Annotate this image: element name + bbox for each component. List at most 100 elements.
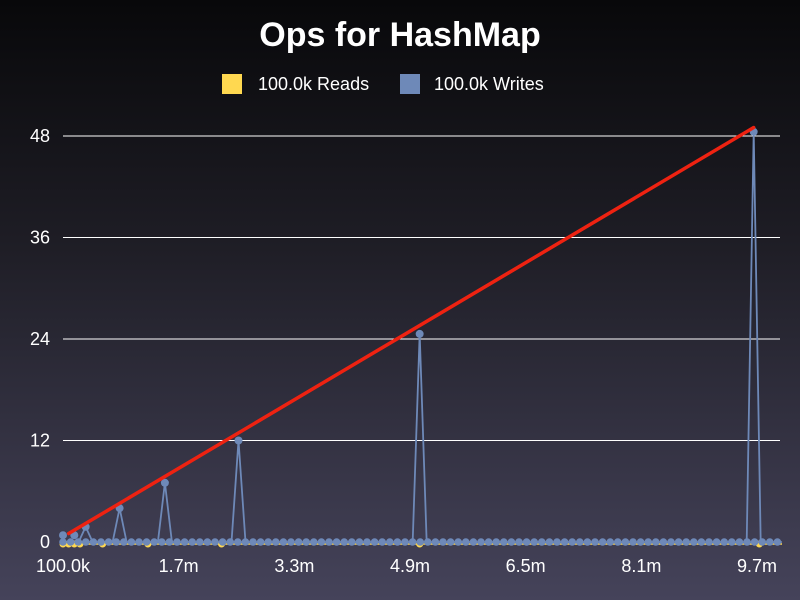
data-point[interactable] [218, 538, 227, 546]
data-point[interactable] [287, 538, 295, 546]
data-point[interactable] [59, 531, 67, 540]
data-point[interactable] [766, 538, 774, 546]
data-point[interactable] [415, 329, 424, 338]
data-point[interactable] [522, 538, 531, 546]
data-point[interactable] [583, 538, 592, 546]
data-point[interactable] [515, 538, 523, 546]
data-point[interactable] [173, 538, 181, 546]
data-point[interactable] [758, 538, 766, 546]
data-point[interactable] [256, 538, 265, 546]
data-point[interactable] [629, 538, 637, 546]
data-point[interactable] [112, 538, 120, 546]
data-point[interactable] [416, 538, 425, 546]
legend-swatch-reads[interactable] [222, 74, 242, 94]
data-point[interactable] [310, 538, 318, 546]
data-point[interactable] [560, 538, 569, 546]
data-point[interactable] [370, 538, 379, 546]
data-point[interactable] [317, 538, 326, 546]
data-point[interactable] [636, 538, 645, 546]
data-point[interactable] [294, 538, 303, 546]
data-point[interactable] [348, 538, 356, 546]
data-point[interactable] [272, 538, 280, 546]
data-point[interactable] [150, 538, 158, 546]
data-point[interactable] [697, 538, 706, 546]
data-point[interactable] [180, 538, 189, 546]
legend-label-reads[interactable]: 100.0k Reads [258, 74, 369, 94]
data-point[interactable] [621, 538, 630, 546]
data-point[interactable] [142, 538, 151, 546]
data-point[interactable] [160, 478, 169, 487]
data-point[interactable] [492, 538, 501, 546]
data-point[interactable] [507, 538, 516, 546]
data-point[interactable] [614, 538, 622, 546]
data-point[interactable] [82, 538, 90, 546]
data-point[interactable] [226, 538, 234, 546]
data-point[interactable] [378, 538, 387, 546]
data-point[interactable] [203, 538, 212, 546]
data-point[interactable] [598, 538, 607, 546]
data-point[interactable] [735, 538, 744, 546]
data-point[interactable] [66, 538, 75, 546]
data-point[interactable] [743, 538, 751, 546]
data-point[interactable] [705, 538, 713, 546]
data-point[interactable] [750, 538, 759, 546]
data-point[interactable] [454, 538, 463, 546]
data-point[interactable] [538, 538, 546, 546]
data-point[interactable] [659, 538, 668, 546]
data-point[interactable] [127, 538, 136, 546]
data-point[interactable] [690, 538, 698, 546]
data-point[interactable] [530, 538, 538, 546]
data-point[interactable] [386, 538, 394, 546]
data-point[interactable] [332, 538, 341, 546]
data-point[interactable] [431, 538, 440, 546]
data-point[interactable] [249, 538, 257, 546]
data-point[interactable] [446, 538, 455, 546]
data-point[interactable] [325, 538, 333, 546]
data-point[interactable] [712, 538, 721, 546]
data-point[interactable] [302, 538, 311, 546]
data-point[interactable] [59, 538, 67, 546]
data-point[interactable] [196, 538, 204, 546]
data-point[interactable] [553, 538, 561, 546]
data-point[interactable] [667, 538, 675, 546]
data-point[interactable] [120, 538, 128, 546]
data-point[interactable] [591, 538, 599, 546]
data-point[interactable] [393, 538, 402, 546]
data-point[interactable] [484, 538, 493, 546]
data-point[interactable] [439, 538, 447, 546]
data-point[interactable] [135, 538, 143, 546]
data-point[interactable] [241, 538, 250, 546]
data-point[interactable] [720, 538, 728, 546]
data-point[interactable] [652, 538, 660, 546]
data-point[interactable] [644, 538, 652, 546]
data-point[interactable] [606, 538, 614, 546]
data-point[interactable] [355, 538, 364, 546]
data-point[interactable] [500, 538, 508, 546]
data-point[interactable] [104, 538, 113, 546]
data-point[interactable] [545, 538, 554, 546]
data-point[interactable] [773, 538, 782, 546]
data-point[interactable] [279, 538, 288, 546]
data-point[interactable] [89, 538, 98, 546]
data-point[interactable] [674, 538, 683, 546]
data-point[interactable] [188, 538, 196, 546]
data-point[interactable] [97, 538, 105, 546]
legend-label-writes[interactable]: 100.0k Writes [434, 74, 544, 94]
data-point[interactable] [469, 538, 478, 546]
data-point[interactable] [401, 538, 409, 546]
legend-swatch-writes[interactable] [400, 74, 420, 94]
data-point[interactable] [477, 538, 485, 546]
data-point[interactable] [165, 538, 174, 546]
data-point[interactable] [568, 538, 576, 546]
data-point[interactable] [340, 538, 349, 546]
data-point[interactable] [74, 538, 82, 546]
data-point[interactable] [234, 436, 243, 445]
data-point[interactable] [211, 538, 219, 546]
data-point[interactable] [576, 538, 584, 546]
data-point[interactable] [682, 538, 690, 546]
data-point[interactable] [363, 538, 371, 546]
data-point[interactable] [234, 538, 242, 546]
data-point[interactable] [408, 538, 417, 546]
data-point[interactable] [728, 538, 736, 546]
data-point[interactable] [462, 538, 470, 546]
